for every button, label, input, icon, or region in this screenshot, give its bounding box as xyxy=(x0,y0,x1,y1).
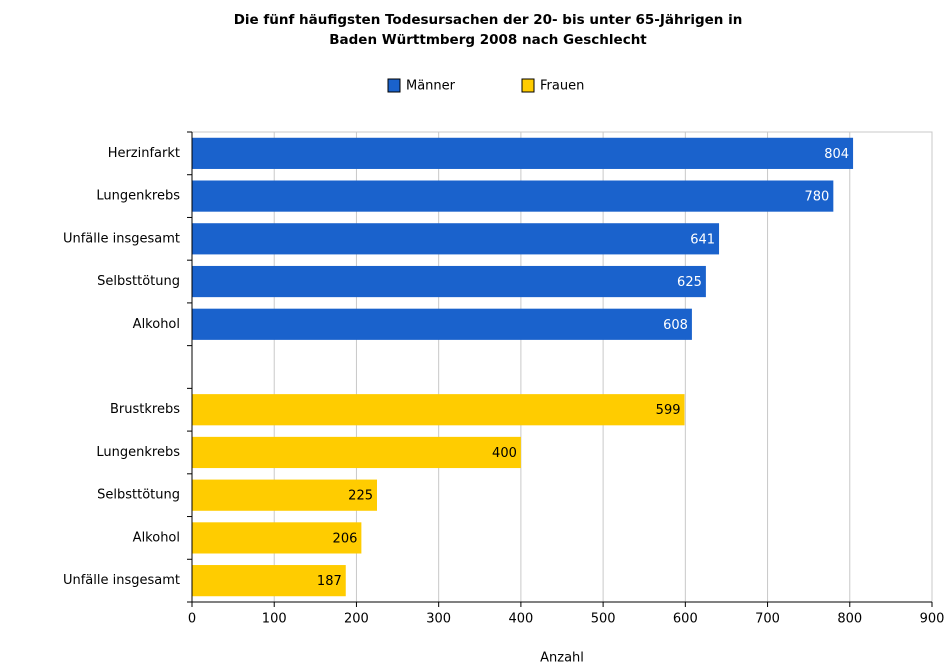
bar xyxy=(192,522,362,554)
bar xyxy=(192,479,377,511)
x-tick-label: 700 xyxy=(755,612,780,627)
value-label: 400 xyxy=(492,446,517,461)
chart-title: Die fünf häufigsten Todesursachen der 20… xyxy=(234,12,743,28)
bar xyxy=(192,137,854,169)
bar xyxy=(192,565,346,597)
y-tick-label: Lungenkrebs xyxy=(96,189,180,204)
y-tick-label: Lungenkrebs xyxy=(96,445,180,460)
value-label: 780 xyxy=(805,190,830,205)
x-tick-label: 600 xyxy=(673,612,698,627)
legend-label: Frauen xyxy=(540,79,584,94)
x-tick-label: 400 xyxy=(508,612,533,627)
x-tick-label: 300 xyxy=(426,612,451,627)
x-tick-label: 500 xyxy=(591,612,616,627)
x-tick-label: 100 xyxy=(262,612,287,627)
y-tick-label: Selbsttötung xyxy=(97,274,180,289)
y-tick-label: Brustkrebs xyxy=(110,402,180,417)
bar xyxy=(192,436,521,469)
x-tick-label: 800 xyxy=(837,612,862,627)
y-tick-label: Unfälle insgesamt xyxy=(63,231,180,246)
bar xyxy=(192,308,692,340)
x-tick-label: 0 xyxy=(188,612,196,627)
chart-title: Baden Württmberg 2008 nach Geschlecht xyxy=(329,32,647,48)
value-label: 599 xyxy=(656,403,681,418)
y-tick-label: Herzinfarkt xyxy=(108,146,180,161)
bar xyxy=(192,223,720,255)
legend-swatch xyxy=(521,78,535,93)
bar xyxy=(192,265,706,298)
bar xyxy=(192,394,685,426)
x-tick-label: 200 xyxy=(344,612,369,627)
bar xyxy=(192,180,834,212)
value-label: 804 xyxy=(824,147,849,162)
value-label: 206 xyxy=(333,531,358,546)
y-tick-label: Alkohol xyxy=(133,530,180,545)
legend-swatch xyxy=(387,78,401,93)
value-label: 225 xyxy=(348,489,373,504)
value-label: 608 xyxy=(663,318,688,333)
y-tick-label: Selbsttötung xyxy=(97,488,180,503)
y-tick-label: Alkohol xyxy=(133,317,180,332)
x-axis-label: Anzahl xyxy=(540,651,584,666)
value-label: 641 xyxy=(690,232,715,247)
legend-label: Männer xyxy=(406,79,456,94)
value-label: 187 xyxy=(317,574,342,589)
value-label: 625 xyxy=(677,275,702,290)
y-tick-label: Unfälle insgesamt xyxy=(63,573,180,588)
x-tick-label: 900 xyxy=(920,612,945,627)
